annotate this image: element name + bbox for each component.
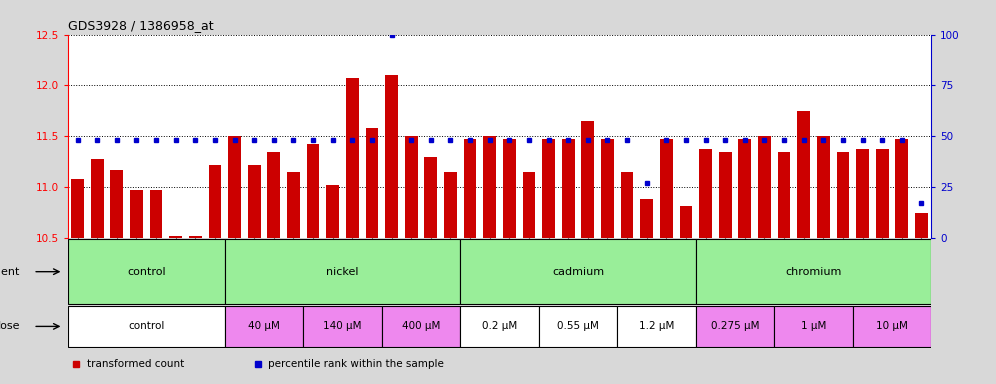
- Bar: [857, 149, 869, 238]
- Bar: [460, 306, 539, 347]
- Bar: [91, 159, 104, 238]
- Text: 0.2 μM: 0.2 μM: [482, 321, 517, 331]
- Bar: [660, 139, 672, 238]
- Bar: [366, 128, 378, 238]
- Bar: [817, 136, 830, 238]
- Bar: [483, 136, 496, 238]
- Bar: [287, 172, 300, 238]
- Text: GDS3928 / 1386958_at: GDS3928 / 1386958_at: [68, 19, 213, 32]
- Bar: [385, 75, 398, 238]
- Bar: [719, 152, 732, 238]
- Text: 1.2 μM: 1.2 μM: [638, 321, 674, 331]
- Bar: [875, 149, 888, 238]
- Bar: [618, 306, 696, 347]
- Bar: [539, 306, 618, 347]
- Bar: [758, 136, 771, 238]
- Bar: [228, 136, 241, 238]
- Bar: [503, 139, 516, 238]
- Text: 0.55 μM: 0.55 μM: [557, 321, 599, 331]
- Bar: [189, 236, 201, 238]
- Bar: [460, 240, 696, 304]
- Text: nickel: nickel: [327, 266, 359, 277]
- Text: 1 μM: 1 μM: [801, 321, 827, 331]
- Bar: [621, 172, 633, 238]
- Text: 10 μM: 10 μM: [876, 321, 908, 331]
- Bar: [562, 139, 575, 238]
- Bar: [699, 149, 712, 238]
- Bar: [915, 213, 928, 238]
- Bar: [774, 306, 853, 347]
- Bar: [679, 205, 692, 238]
- Bar: [111, 170, 124, 238]
- Bar: [404, 136, 417, 238]
- Text: transformed count: transformed count: [87, 359, 184, 369]
- Bar: [582, 121, 595, 238]
- Bar: [444, 172, 457, 238]
- Bar: [225, 306, 303, 347]
- Bar: [68, 240, 225, 304]
- Bar: [895, 139, 908, 238]
- Bar: [601, 139, 614, 238]
- Bar: [738, 139, 751, 238]
- Text: control: control: [126, 266, 165, 277]
- Text: 40 μM: 40 μM: [248, 321, 280, 331]
- Bar: [542, 139, 555, 238]
- Bar: [853, 306, 931, 347]
- Bar: [307, 144, 320, 238]
- Bar: [208, 165, 221, 238]
- Text: 140 μM: 140 μM: [324, 321, 362, 331]
- Text: 0.275 μM: 0.275 μM: [711, 321, 759, 331]
- Bar: [71, 179, 84, 238]
- Bar: [327, 185, 339, 238]
- Bar: [778, 152, 791, 238]
- Bar: [381, 306, 460, 347]
- Bar: [267, 152, 280, 238]
- Bar: [424, 157, 437, 238]
- Bar: [464, 139, 476, 238]
- Text: cadmium: cadmium: [552, 266, 604, 277]
- Bar: [346, 78, 359, 238]
- Bar: [523, 172, 535, 238]
- Bar: [303, 306, 381, 347]
- Bar: [169, 236, 182, 238]
- Bar: [837, 152, 850, 238]
- Bar: [696, 240, 931, 304]
- Bar: [225, 240, 460, 304]
- Bar: [130, 190, 142, 238]
- Bar: [798, 111, 810, 238]
- Text: 400 μM: 400 μM: [401, 321, 440, 331]
- Text: chromium: chromium: [785, 266, 842, 277]
- Text: dose: dose: [0, 321, 20, 331]
- Bar: [640, 199, 653, 238]
- Text: percentile rank within the sample: percentile rank within the sample: [268, 359, 444, 369]
- Bar: [696, 306, 774, 347]
- Bar: [248, 165, 261, 238]
- Bar: [68, 306, 225, 347]
- Text: agent: agent: [0, 266, 20, 277]
- Text: control: control: [128, 321, 164, 331]
- Bar: [149, 190, 162, 238]
